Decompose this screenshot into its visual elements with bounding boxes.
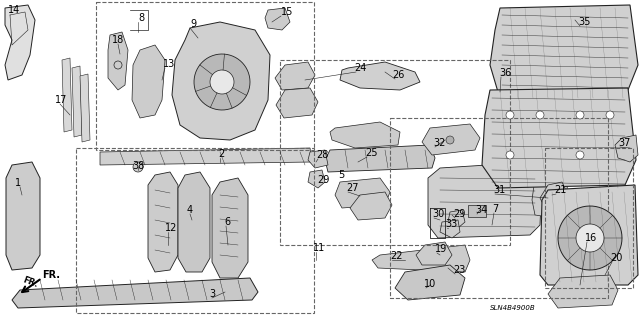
Polygon shape	[428, 162, 542, 238]
Text: 20: 20	[610, 253, 622, 263]
Bar	[76, 148, 314, 313]
Polygon shape	[335, 178, 390, 208]
Text: 36: 36	[499, 68, 511, 78]
Text: 6: 6	[224, 217, 230, 227]
Polygon shape	[275, 62, 315, 90]
Text: 16: 16	[585, 233, 597, 243]
Text: 9: 9	[190, 19, 196, 29]
Circle shape	[133, 162, 143, 172]
Text: FR.: FR.	[21, 275, 39, 289]
Text: 12: 12	[165, 223, 177, 233]
Circle shape	[576, 151, 584, 159]
Text: 34: 34	[475, 205, 487, 215]
Circle shape	[114, 61, 122, 69]
Polygon shape	[576, 224, 604, 252]
Text: 24: 24	[354, 63, 366, 73]
Circle shape	[576, 111, 584, 119]
Polygon shape	[308, 170, 325, 188]
Text: 25: 25	[365, 148, 378, 158]
Polygon shape	[548, 275, 618, 308]
Polygon shape	[132, 45, 165, 118]
Text: 26: 26	[392, 70, 404, 80]
Text: 27: 27	[346, 183, 358, 193]
Polygon shape	[482, 88, 636, 188]
Text: 21: 21	[554, 185, 566, 195]
Text: SLN4B4900B: SLN4B4900B	[490, 305, 536, 311]
Bar	[468, 205, 486, 217]
Polygon shape	[558, 206, 622, 270]
Polygon shape	[6, 162, 40, 270]
Text: 19: 19	[435, 244, 447, 254]
Polygon shape	[395, 265, 465, 300]
Text: 10: 10	[424, 279, 436, 289]
Polygon shape	[5, 5, 35, 80]
Text: FR.: FR.	[42, 270, 60, 280]
Text: 33: 33	[445, 219, 457, 229]
Polygon shape	[416, 242, 452, 265]
Text: 23: 23	[453, 265, 465, 275]
Polygon shape	[108, 32, 128, 90]
Polygon shape	[540, 182, 568, 210]
Text: 4: 4	[187, 205, 193, 215]
Text: 35: 35	[578, 17, 590, 27]
Text: 3: 3	[209, 289, 215, 299]
Bar	[96, 2, 314, 150]
Polygon shape	[276, 88, 318, 118]
Polygon shape	[422, 124, 480, 155]
Bar	[390, 118, 608, 298]
Polygon shape	[540, 185, 638, 285]
Polygon shape	[72, 66, 82, 137]
Text: 30: 30	[432, 209, 444, 219]
Polygon shape	[532, 168, 568, 218]
Polygon shape	[615, 135, 638, 162]
Text: 28: 28	[316, 150, 328, 160]
Text: 14: 14	[8, 5, 20, 15]
Text: 38: 38	[132, 161, 144, 171]
Text: 2: 2	[218, 149, 224, 159]
Text: 1: 1	[15, 178, 21, 188]
Text: 7: 7	[492, 204, 499, 214]
Text: 22: 22	[390, 251, 403, 261]
Polygon shape	[350, 192, 392, 220]
Circle shape	[506, 151, 514, 159]
Polygon shape	[308, 150, 328, 168]
Polygon shape	[172, 22, 270, 140]
Polygon shape	[62, 58, 72, 132]
Text: 29: 29	[317, 175, 330, 185]
Circle shape	[446, 136, 454, 144]
Polygon shape	[80, 74, 90, 142]
Polygon shape	[372, 245, 470, 272]
Polygon shape	[490, 5, 638, 100]
Circle shape	[506, 111, 514, 119]
Polygon shape	[212, 178, 248, 278]
Polygon shape	[100, 148, 312, 165]
Polygon shape	[340, 62, 420, 90]
Text: 31: 31	[493, 185, 505, 195]
Polygon shape	[325, 145, 435, 172]
Text: 17: 17	[55, 95, 67, 105]
Polygon shape	[148, 172, 178, 272]
Polygon shape	[194, 54, 250, 110]
Text: 11: 11	[313, 243, 325, 253]
Polygon shape	[178, 172, 210, 272]
Text: 5: 5	[338, 170, 344, 180]
Polygon shape	[448, 210, 465, 228]
Polygon shape	[265, 8, 290, 30]
Circle shape	[536, 111, 544, 119]
Text: 15: 15	[281, 7, 293, 17]
Polygon shape	[12, 278, 258, 308]
Text: 18: 18	[112, 35, 124, 45]
Polygon shape	[440, 220, 460, 238]
Text: 32: 32	[433, 138, 445, 148]
Text: 13: 13	[163, 59, 175, 69]
Text: 37: 37	[618, 138, 630, 148]
Text: 8: 8	[138, 13, 144, 23]
Bar	[545, 148, 633, 288]
Bar	[280, 60, 510, 245]
Text: 29: 29	[453, 209, 465, 219]
Polygon shape	[330, 122, 400, 148]
Polygon shape	[210, 70, 234, 94]
Circle shape	[606, 111, 614, 119]
